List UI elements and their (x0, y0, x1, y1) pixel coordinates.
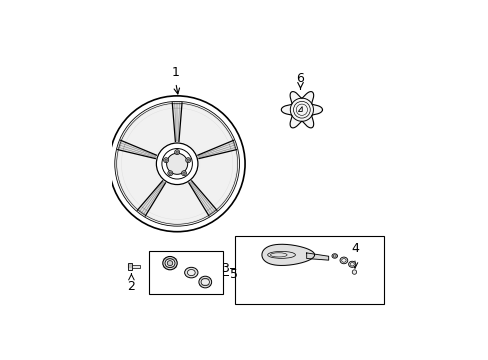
Ellipse shape (163, 256, 177, 270)
Ellipse shape (184, 267, 198, 278)
Bar (149, 251, 223, 294)
Polygon shape (188, 181, 217, 216)
Circle shape (183, 172, 185, 175)
Text: 3: 3 (221, 262, 229, 275)
Ellipse shape (331, 254, 337, 258)
Ellipse shape (164, 259, 175, 267)
Ellipse shape (333, 255, 335, 257)
Circle shape (176, 151, 178, 153)
Circle shape (169, 172, 171, 175)
Polygon shape (191, 150, 238, 210)
Ellipse shape (201, 278, 209, 285)
Ellipse shape (339, 257, 347, 264)
Text: 6: 6 (296, 72, 304, 85)
Polygon shape (179, 103, 233, 155)
Ellipse shape (341, 258, 346, 262)
Ellipse shape (187, 270, 195, 276)
Polygon shape (262, 244, 314, 265)
Circle shape (166, 153, 187, 174)
Circle shape (174, 150, 179, 155)
Ellipse shape (167, 261, 172, 266)
Polygon shape (116, 150, 162, 210)
Circle shape (186, 159, 189, 161)
Circle shape (185, 158, 190, 163)
Text: 2: 2 (127, 280, 135, 293)
Polygon shape (306, 253, 328, 260)
Ellipse shape (199, 276, 211, 288)
Ellipse shape (348, 261, 355, 267)
Circle shape (164, 159, 167, 161)
Text: 1: 1 (171, 66, 179, 79)
Circle shape (181, 171, 186, 176)
Text: 4: 4 (350, 242, 358, 255)
Bar (132, 265, 140, 268)
Bar (235, 236, 383, 304)
Polygon shape (198, 140, 236, 158)
Polygon shape (121, 103, 175, 155)
Polygon shape (145, 183, 208, 225)
Circle shape (163, 158, 168, 163)
Text: 5: 5 (229, 268, 237, 281)
Circle shape (351, 270, 356, 274)
Circle shape (167, 171, 172, 176)
Polygon shape (172, 103, 182, 141)
Polygon shape (137, 181, 165, 216)
Ellipse shape (349, 263, 354, 266)
Bar (127, 263, 132, 270)
Polygon shape (281, 91, 322, 128)
Polygon shape (118, 140, 156, 158)
